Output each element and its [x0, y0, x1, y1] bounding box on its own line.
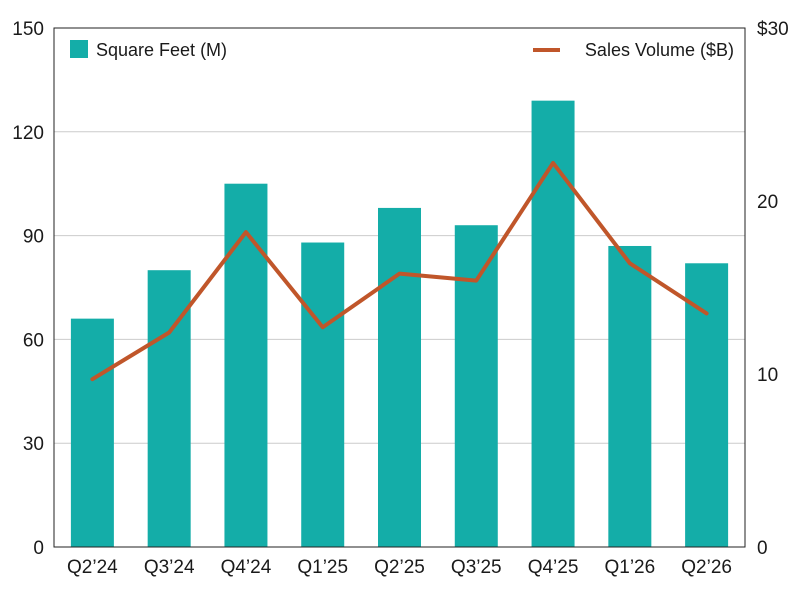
x-axis: Q2’24 Q3’24 Q4’24 Q1’25 Q2’25 Q3’25 Q4’25 Q1’26…: [67, 557, 732, 578]
left-tick-label: 120: [12, 123, 44, 144]
line-point-6: [551, 161, 555, 165]
right-tick-label: 20: [757, 192, 778, 213]
bar-4: [378, 207, 421, 548]
line-point-3: [321, 325, 325, 329]
right-tick-label: 10: [757, 365, 778, 386]
line-point-0: [90, 377, 94, 381]
x-tick-label: Q4’25: [528, 557, 579, 578]
line-point-4: [398, 272, 401, 276]
line-point-7: [628, 261, 632, 265]
left-tick-label: 30: [23, 434, 44, 455]
legend-square-feet: Square Feet (M): [70, 40, 227, 60]
right-tick-label: 0: [757, 538, 768, 559]
bar-3: [301, 242, 345, 547]
x-tick-label: Q1’25: [297, 557, 348, 578]
legend-line-label: Sales Volume ($B): [585, 40, 734, 60]
legend-sales-volume: Sales Volume ($B): [533, 40, 734, 60]
left-tick-label: 90: [23, 227, 44, 248]
left-tick-label: 60: [23, 330, 44, 351]
left-axis: 0 30 60 90 120 150: [12, 19, 44, 559]
bar-6: [531, 100, 575, 547]
right-axis: 0 10 20 $30: [757, 19, 789, 559]
bar-5: [454, 225, 498, 547]
left-tick-label: 0: [33, 538, 44, 559]
bar-series: [70, 100, 729, 548]
left-tick-label: 150: [12, 19, 44, 40]
bar-7: [608, 245, 652, 548]
bar-2: [224, 183, 268, 547]
line-point-1: [167, 330, 171, 334]
plot-frame: [53, 27, 746, 548]
bar-0: [70, 318, 114, 547]
line-point-8: [705, 311, 709, 315]
bar-8: [685, 263, 729, 547]
x-tick-label: Q4’24: [221, 557, 272, 578]
legend-bar-label: Square Feet (M): [96, 40, 227, 60]
line-point-2: [244, 230, 248, 234]
x-tick-label: Q3’24: [144, 557, 195, 578]
legend-bar-swatch: [70, 40, 88, 58]
x-tick-label: Q2’26: [681, 557, 732, 578]
right-tick-label: $30: [757, 19, 789, 40]
line-series: [90, 160, 709, 382]
x-tick-label: Q1’26: [604, 557, 655, 578]
x-tick-label: Q2’25: [374, 557, 425, 578]
line-point-5: [474, 279, 478, 283]
x-tick-label: Q3’25: [451, 557, 502, 578]
x-tick-label: Q2’24: [67, 557, 118, 578]
